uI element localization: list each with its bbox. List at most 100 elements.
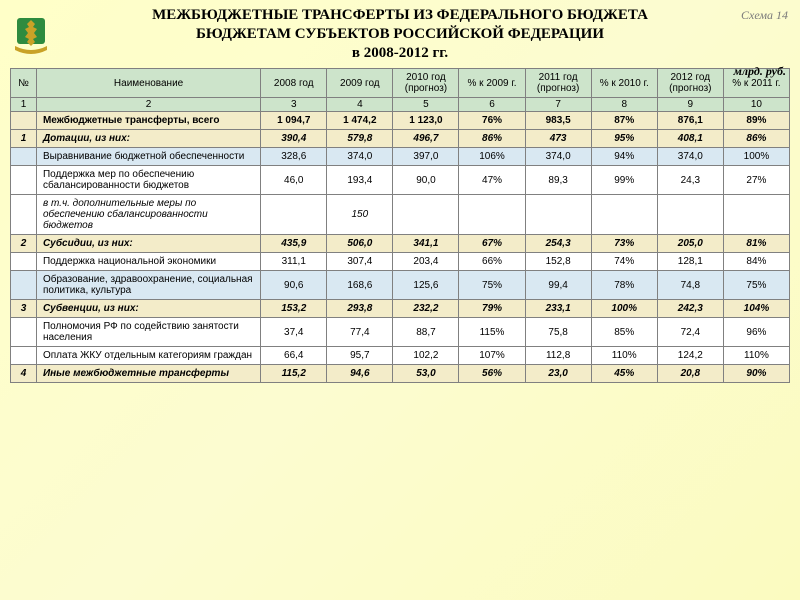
row-value: [723, 195, 789, 235]
row-name: Иные межбюджетные трансферты: [36, 365, 260, 383]
row-value: 95%: [591, 130, 657, 148]
row-value: 983,5: [525, 112, 591, 130]
row-value: 152,8: [525, 253, 591, 271]
colnum: 2: [36, 98, 260, 112]
row-value: 374,0: [657, 148, 723, 166]
row-value: 506,0: [327, 235, 393, 253]
row-value: 66,4: [261, 347, 327, 365]
table-row: Межбюджетные трансферты, всего1 094,71 4…: [11, 112, 790, 130]
row-value: 1 094,7: [261, 112, 327, 130]
row-value: 90%: [723, 365, 789, 383]
col-number: №: [11, 69, 37, 98]
row-value: 86%: [459, 130, 525, 148]
row-value: 79%: [459, 300, 525, 318]
unit-label: млрд. руб.: [734, 64, 786, 79]
row-value: 328,6: [261, 148, 327, 166]
row-value: 435,9: [261, 235, 327, 253]
row-value: 408,1: [657, 130, 723, 148]
table-row: в т.ч. дополнительные меры по обеспечени…: [11, 195, 790, 235]
table-row: 2Субсидии, из них:435,9506,0341,167%254,…: [11, 235, 790, 253]
row-name: Выравнивание бюджетной обеспеченности: [36, 148, 260, 166]
row-value: 876,1: [657, 112, 723, 130]
table-row: 3Субвенции, из них:153,2293,8232,279%233…: [11, 300, 790, 318]
table-row: Поддержка мер по обеспечению сбалансиров…: [11, 166, 790, 195]
row-value: 75%: [459, 271, 525, 300]
row-number: [11, 347, 37, 365]
row-value: 75,8: [525, 318, 591, 347]
table-row: 1Дотации, из них:390,4579,8496,786%47395…: [11, 130, 790, 148]
row-value: 24,3: [657, 166, 723, 195]
table-row: 4Иные межбюджетные трансферты115,294,653…: [11, 365, 790, 383]
row-value: [657, 195, 723, 235]
row-value: 128,1: [657, 253, 723, 271]
row-value: 397,0: [393, 148, 459, 166]
row-name: Субсидии, из них:: [36, 235, 260, 253]
row-value: [591, 195, 657, 235]
emblem-icon: [10, 12, 52, 54]
col-pct2009: % к 2009 г.: [459, 69, 525, 98]
row-value: 76%: [459, 112, 525, 130]
row-value: 53,0: [393, 365, 459, 383]
row-value: 150: [327, 195, 393, 235]
row-name: Образование, здравоохранение, социальная…: [36, 271, 260, 300]
row-value: 94%: [591, 148, 657, 166]
row-name: Дотации, из них:: [36, 130, 260, 148]
row-value: 72,4: [657, 318, 723, 347]
row-value: 73%: [591, 235, 657, 253]
row-value: 90,0: [393, 166, 459, 195]
title-line-2: БЮДЖЕТАМ СУБЪЕКТОВ РОССИЙСКОЙ ФЕДЕРАЦИИ: [60, 25, 740, 44]
row-value: 90,6: [261, 271, 327, 300]
row-value: 75%: [723, 271, 789, 300]
table-row: Оплата ЖКУ отдельным категориям граждан6…: [11, 347, 790, 365]
row-value: 110%: [591, 347, 657, 365]
row-value: 99%: [591, 166, 657, 195]
row-value: 307,4: [327, 253, 393, 271]
row-name: Межбюджетные трансферты, всего: [36, 112, 260, 130]
row-value: 124,2: [657, 347, 723, 365]
row-number: [11, 148, 37, 166]
row-number: [11, 166, 37, 195]
table-header-row: № Наименование 2008 год 2009 год 2010 го…: [11, 69, 790, 98]
row-value: 23,0: [525, 365, 591, 383]
row-value: 100%: [723, 148, 789, 166]
colnum: 7: [525, 98, 591, 112]
row-value: 193,4: [327, 166, 393, 195]
row-value: 115%: [459, 318, 525, 347]
row-value: [525, 195, 591, 235]
row-value: 242,3: [657, 300, 723, 318]
colnum: 1: [11, 98, 37, 112]
table-colnum-row: 1 2 3 4 5 6 7 8 9 10: [11, 98, 790, 112]
row-name: Поддержка национальной экономики: [36, 253, 260, 271]
col-2010: 2010 год (прогноз): [393, 69, 459, 98]
row-value: 254,3: [525, 235, 591, 253]
schema-label: Схема 14: [741, 8, 788, 23]
row-value: 37,4: [261, 318, 327, 347]
row-name: Оплата ЖКУ отдельным категориям граждан: [36, 347, 260, 365]
page-title: МЕЖБЮДЖЕТНЫЕ ТРАНСФЕРТЫ ИЗ ФЕДЕРАЛЬНОГО …: [0, 0, 800, 64]
row-value: 390,4: [261, 130, 327, 148]
row-number: [11, 271, 37, 300]
row-value: 85%: [591, 318, 657, 347]
colnum: 4: [327, 98, 393, 112]
row-value: 78%: [591, 271, 657, 300]
row-number: 4: [11, 365, 37, 383]
row-value: 579,8: [327, 130, 393, 148]
row-number: 2: [11, 235, 37, 253]
row-value: 89%: [723, 112, 789, 130]
row-value: 77,4: [327, 318, 393, 347]
table-row: Выравнивание бюджетной обеспеченности328…: [11, 148, 790, 166]
row-value: 1 474,2: [327, 112, 393, 130]
row-value: 205,0: [657, 235, 723, 253]
row-value: 94,6: [327, 365, 393, 383]
row-value: 86%: [723, 130, 789, 148]
row-value: 1 123,0: [393, 112, 459, 130]
row-value: 374,0: [525, 148, 591, 166]
row-value: [459, 195, 525, 235]
row-value: 203,4: [393, 253, 459, 271]
col-pct2010: % к 2010 г.: [591, 69, 657, 98]
row-value: 27%: [723, 166, 789, 195]
row-value: 47%: [459, 166, 525, 195]
row-value: 107%: [459, 347, 525, 365]
row-value: 473: [525, 130, 591, 148]
row-value: 102,2: [393, 347, 459, 365]
